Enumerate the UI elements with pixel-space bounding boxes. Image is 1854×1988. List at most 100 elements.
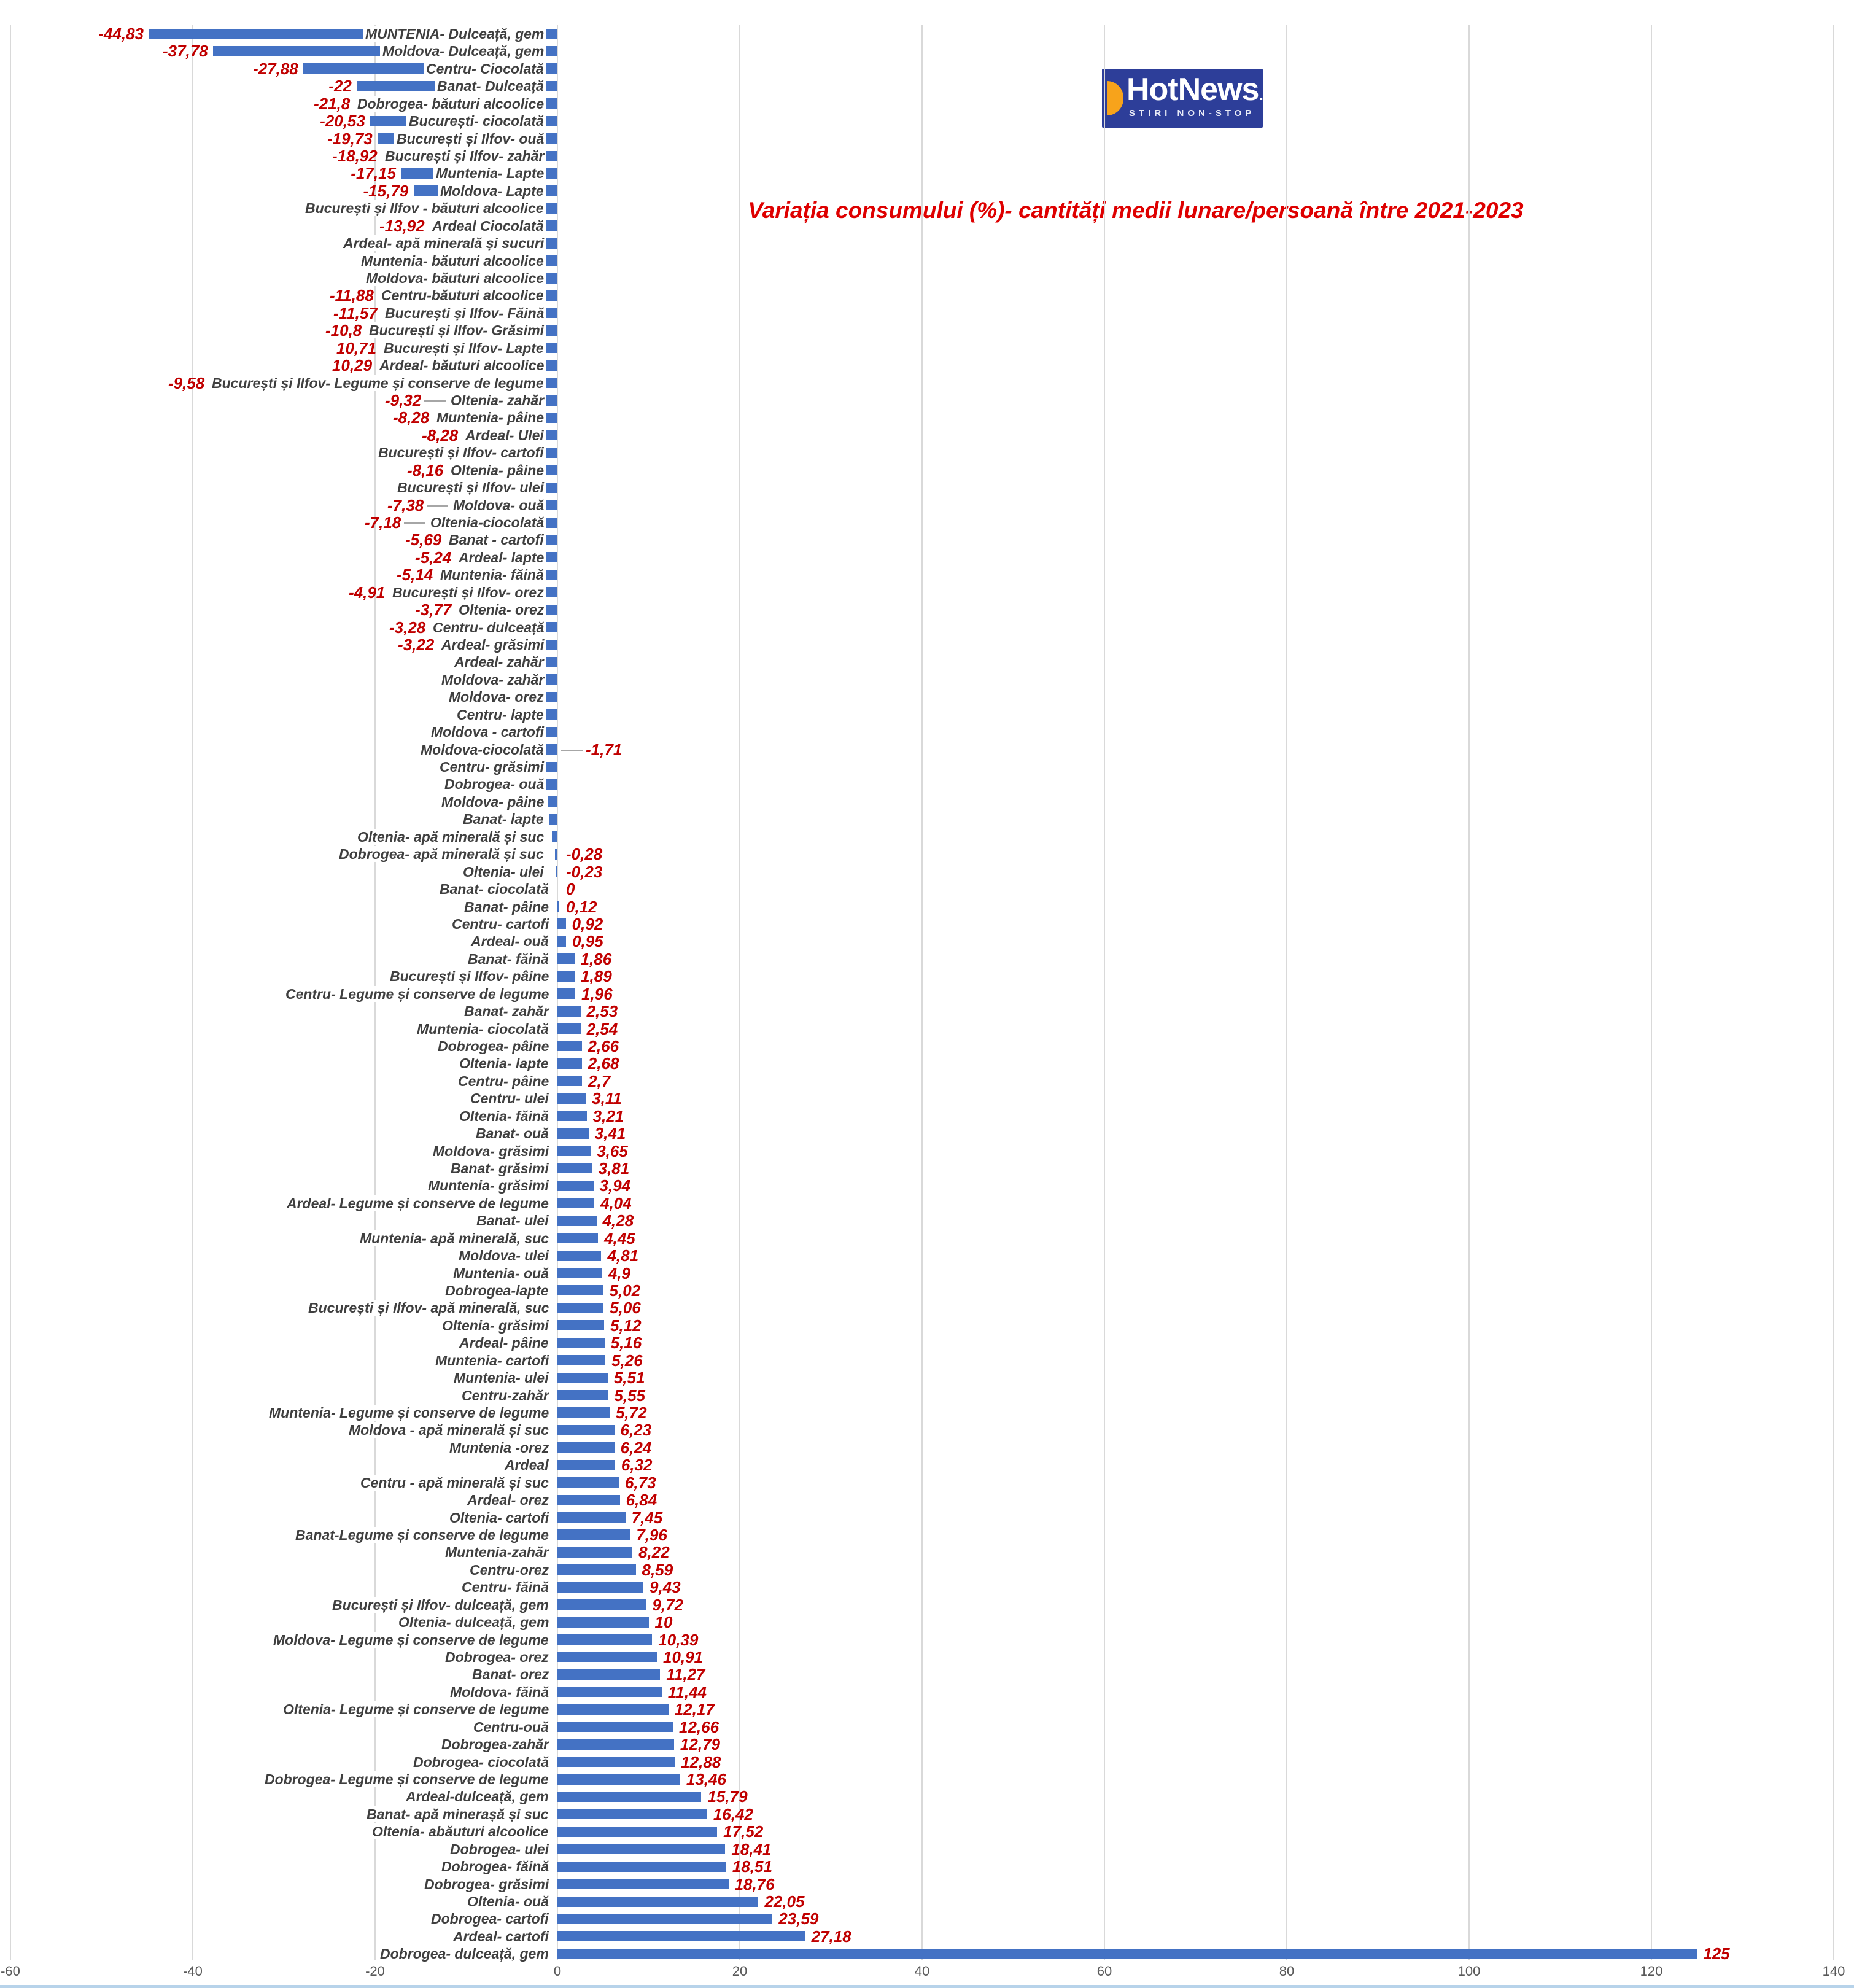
category-label: Muntenia- cartofi [433, 1352, 552, 1369]
category-label: Ardeal- apă minerală și sucuri [341, 235, 547, 252]
bar-98 [557, 1722, 673, 1733]
x-axis-tick-100: 100 [1457, 1963, 1481, 1979]
category-label: București și Ilfov- ulei [395, 480, 546, 496]
category-label: Ardeal- pâine [457, 1335, 551, 1351]
bar-69 [557, 1215, 597, 1226]
chart-title: Variația consumului (%)- cantități medii… [748, 198, 1524, 223]
value-label: -3,77 [415, 600, 452, 619]
category-label: Oltenia- ouă [465, 1893, 551, 1909]
value-label: 16,42 [713, 1804, 753, 1823]
bar-92 [557, 1617, 649, 1628]
value-label: 4,04 [600, 1194, 632, 1213]
category-label: Banat- zahăr [462, 1003, 552, 1020]
category-label: Ardeal- Ulei [463, 427, 546, 443]
category-label: Ardeal [502, 1457, 551, 1474]
value-label: -21,8 [314, 94, 351, 113]
gridline-20 [739, 25, 740, 1960]
x-axis-tick--40: -40 [183, 1963, 203, 1979]
gridline-140 [1833, 25, 1834, 1960]
x-axis-tick-20: 20 [732, 1963, 748, 1979]
category-label: Ardeal- orez [465, 1492, 551, 1508]
gridline-100 [1468, 25, 1470, 1960]
category-label: Dobrogea- făină [439, 1858, 552, 1875]
category-label: MUNTENIA- Dulceață, gem [363, 26, 547, 42]
value-label: -13,92 [379, 216, 425, 235]
category-label: Banat - cartofi [446, 532, 546, 548]
bar-108 [557, 1896, 759, 1907]
category-label: Oltenia- zahăr [448, 392, 547, 409]
x-axis-tick-80: 80 [1279, 1963, 1295, 1979]
category-label: Muntenia- Legume și conserve de legume [266, 1404, 552, 1421]
value-label: 4,9 [608, 1264, 630, 1283]
bar-76 [557, 1337, 605, 1348]
bar-83 [557, 1459, 615, 1470]
category-label: Muntenia- ciocolată [414, 1020, 551, 1037]
value-label: 5,16 [610, 1334, 642, 1353]
x-axis-tick-40: 40 [914, 1963, 930, 1979]
value-label: -4,91 [349, 583, 386, 602]
bar-74 [557, 1302, 604, 1313]
category-label: Centru-orez [467, 1561, 552, 1578]
category-label: Banat- orez [470, 1666, 552, 1683]
value-label: -18,92 [332, 147, 378, 165]
gridline-80 [1286, 25, 1287, 1960]
category-label: Ardeal- Legume și conserve de legume [284, 1195, 551, 1211]
bar-105 [557, 1844, 726, 1855]
value-label: 3,41 [594, 1124, 626, 1143]
category-label: Centru- pâine [456, 1073, 552, 1089]
bar-93 [557, 1634, 653, 1645]
value-label: 5,12 [610, 1316, 642, 1335]
category-label: Centru- făină [459, 1579, 551, 1596]
category-label: Dobrogea- apă minerală și suc [336, 846, 546, 863]
category-label: Banat- Dulceață [435, 78, 546, 95]
bar-111 [557, 1948, 1697, 1959]
category-label: Dobrogea- grăsimi [422, 1876, 552, 1892]
x-axis-tick-60: 60 [1096, 1963, 1112, 1979]
category-label: Moldova- ouă [451, 497, 547, 513]
category-label: București și Ilfov- ouă [394, 130, 547, 147]
bar-58 [557, 1023, 581, 1034]
value-label: -15,79 [363, 181, 409, 200]
bar-44 [545, 779, 557, 790]
bar-102 [557, 1791, 702, 1802]
value-label: 13,46 [686, 1770, 726, 1788]
category-label: Banat- lapte [460, 811, 546, 828]
category-label: Oltenia-ciocolată [428, 514, 547, 531]
category-label: Banat- grăsimi [448, 1160, 551, 1176]
value-label: 125 [1703, 1944, 1730, 1963]
value-label: -3,22 [398, 635, 435, 654]
category-label: Dobrogea-zahăr [439, 1736, 552, 1753]
value-label: -7,18 [365, 513, 401, 532]
value-label: -27,88 [252, 59, 298, 78]
bar-64 [557, 1128, 589, 1139]
bar-68 [557, 1198, 594, 1209]
leader-line [561, 749, 583, 751]
value-label: 1,96 [581, 984, 613, 1003]
value-label: -10,8 [325, 321, 362, 340]
category-label: Muntenia- ulei [451, 1370, 551, 1386]
category-label: București- ciocolată [406, 113, 546, 130]
category-label: Dobrogea- dulceață, gem [378, 1946, 551, 1962]
bar-67 [557, 1180, 594, 1191]
category-label: Moldova-ciocolată [418, 741, 546, 758]
value-label: 6,24 [620, 1438, 652, 1457]
category-label: Oltenia- apă minerală și suc [355, 828, 547, 845]
value-label: 10 [654, 1613, 673, 1632]
value-label: 6,73 [624, 1473, 656, 1492]
category-label: Oltenia- făină [457, 1108, 551, 1124]
gridline-120 [1651, 25, 1652, 1960]
bar-80 [557, 1407, 610, 1418]
value-label: -5,14 [397, 565, 433, 584]
value-label: 12,79 [680, 1735, 720, 1754]
category-label: București și Ilfov- Lapte [381, 340, 546, 356]
bar-55 [557, 971, 575, 982]
bar-88 [557, 1547, 633, 1558]
bar-104 [557, 1826, 718, 1837]
value-label: 9,72 [652, 1595, 683, 1614]
bar-96 [557, 1687, 662, 1698]
category-label: Muntenia -orez [447, 1439, 552, 1456]
value-label: 23,59 [778, 1909, 819, 1928]
leader-line [424, 400, 446, 402]
value-label: -1,71 [586, 740, 623, 759]
bar-73 [557, 1285, 603, 1296]
